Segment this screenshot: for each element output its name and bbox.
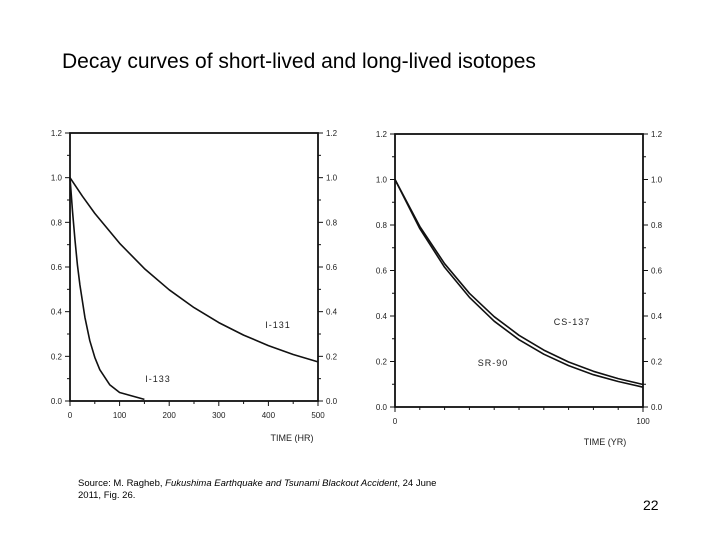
x-tick-labels: 0 100 200 300 400 500	[68, 411, 325, 420]
y-tick-label: 1.0	[51, 174, 63, 183]
y-tick-labels-right-axis: 0.0 0.2 0.4 0.6 0.8 1.0 1.2	[651, 130, 663, 412]
y-tick-label: 0.4	[376, 312, 388, 321]
y-tick-label: 0.2	[326, 352, 338, 361]
series-label-i133: I-133	[145, 374, 171, 384]
x-tick-label: 100	[636, 417, 650, 426]
y-tick-label: 0.6	[376, 267, 388, 276]
y-tick-label: 0.0	[326, 397, 338, 406]
y-tick-label: 0.8	[326, 218, 338, 227]
y-tick-label: 0.8	[651, 221, 663, 230]
x-tick-label: 0	[393, 417, 398, 426]
tick-marks-right	[390, 133, 648, 412]
x-tick-label: 100	[113, 411, 127, 420]
y-tick-label: 0.0	[376, 403, 388, 412]
y-tick-label: 1.0	[326, 174, 338, 183]
y-tick-labels-right-axis: 0.0 0.2 0.4 0.6 0.8 1.0 1.2	[326, 129, 338, 406]
x-tick-labels: 0 100	[393, 417, 650, 426]
y-tick-label: 0.2	[651, 358, 663, 367]
series-label-i131: I-131	[265, 320, 291, 330]
y-tick-label: 0.0	[651, 403, 663, 412]
y-tick-label: 0.4	[326, 308, 338, 317]
y-tick-label: 0.6	[651, 267, 663, 276]
y-tick-label: 0.8	[376, 221, 388, 230]
series-line-cs137	[394, 179, 644, 386]
source-suffix: , 24 June 2011, Fig. 26.	[78, 478, 437, 501]
y-tick-label: 1.0	[651, 176, 663, 185]
y-tick-label: 0.0	[51, 397, 63, 406]
y-tick-label: 0.4	[651, 312, 663, 321]
x-tick-label: 500	[311, 411, 325, 420]
x-tick-label: 300	[212, 411, 226, 420]
series-line-i131	[69, 177, 319, 363]
source-prefix: Source: M. Ragheb,	[78, 478, 166, 489]
y-tick-label: 0.2	[51, 352, 63, 361]
y-tick-label: 0.6	[326, 263, 338, 272]
chart-short-lived: 0.0 0.2 0.4 0.6 0.8 1.0 1.2 0.0 0.2 0.4 0.6 0.8 1.0…	[51, 129, 338, 443]
decay-lines-right	[394, 179, 644, 388]
y-tick-labels-left-axis: 0.0 0.2 0.4 0.6 0.8 1.0 1.2	[51, 129, 63, 406]
plot-frame-left	[69, 132, 319, 402]
y-tick-label: 1.2	[326, 129, 338, 138]
y-tick-label: 0.8	[51, 218, 63, 227]
y-tick-label: 1.2	[651, 130, 663, 139]
chart-long-lived: 0.0 0.2 0.4 0.6 0.8 1.0 1.2 0.0 0.2 0.4 0.6 0.8 1.0…	[376, 130, 663, 447]
decay-lines-left	[69, 177, 319, 401]
y-tick-label: 1.2	[376, 130, 388, 139]
series-label-cs137: CS-137	[554, 317, 591, 327]
y-tick-label: 0.6	[51, 263, 63, 272]
series-line-i133	[69, 177, 145, 401]
y-tick-label: 0.2	[376, 358, 388, 367]
y-tick-label: 1.2	[51, 129, 63, 138]
tick-marks-left	[65, 132, 323, 406]
slide-title: Decay curves of short-lived and long-liv…	[62, 50, 536, 73]
source-title: Fukushima Earthquake and Tsunami Blackou…	[165, 478, 398, 489]
page-number: 22	[643, 497, 659, 513]
y-tick-label: 0.4	[51, 308, 63, 317]
y-tick-label: 1.0	[376, 176, 388, 185]
plot-frame-right	[394, 133, 644, 408]
source-citation: Source: M. Ragheb, Fukushima Earthquake …	[78, 478, 448, 502]
x-axis-title-left: TIME (HR)	[271, 433, 314, 443]
y-tick-labels-left-axis: 0.0 0.2 0.4 0.6 0.8 1.0 1.2	[376, 130, 388, 412]
series-line-sr90	[394, 179, 644, 388]
series-label-sr90: SR-90	[478, 358, 509, 368]
x-tick-label: 0	[68, 411, 73, 420]
x-tick-label: 400	[262, 411, 276, 420]
x-axis-title-right: TIME (YR)	[584, 437, 627, 447]
x-tick-label: 200	[163, 411, 177, 420]
